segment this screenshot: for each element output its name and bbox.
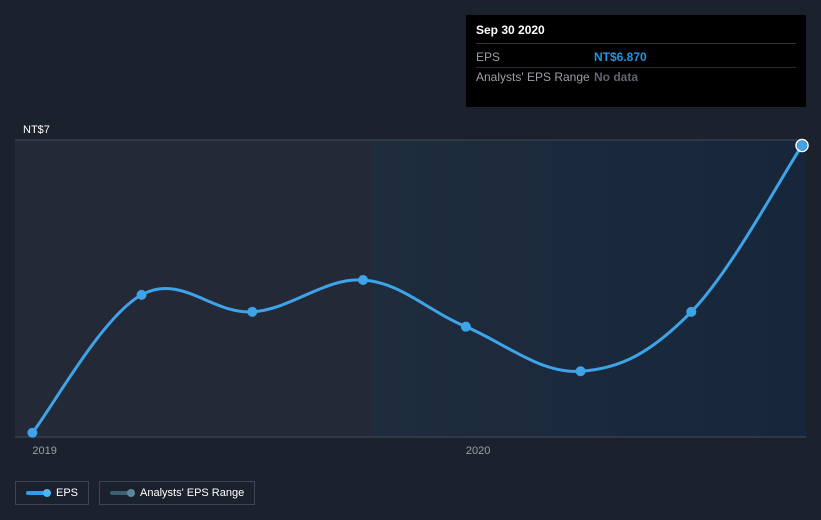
legend-swatch-icon [26, 491, 48, 495]
legend-item-analysts-range[interactable]: Analysts' EPS Range [99, 481, 255, 505]
tooltip-row-label: Analysts' EPS Range [476, 70, 594, 84]
tooltip-row: Analysts' EPS Range No data [476, 68, 796, 87]
chart-legend: EPS Analysts' EPS Range [15, 481, 255, 505]
legend-swatch-icon [110, 491, 132, 495]
tooltip-row-value: NT$6.870 [594, 50, 647, 64]
tooltip-row-value: No data [594, 70, 638, 84]
tooltip-row: EPS NT$6.870 [476, 48, 796, 68]
legend-item-label: EPS [56, 487, 78, 499]
eps-chart: Sep 30 2020 EPS NT$6.870 Analysts' EPS R… [0, 0, 821, 520]
legend-item-eps[interactable]: EPS [15, 481, 89, 505]
chart-tooltip: Sep 30 2020 EPS NT$6.870 Analysts' EPS R… [466, 15, 806, 107]
tooltip-date: Sep 30 2020 [476, 23, 796, 44]
tooltip-row-label: EPS [476, 50, 594, 64]
legend-item-label: Analysts' EPS Range [140, 487, 244, 499]
